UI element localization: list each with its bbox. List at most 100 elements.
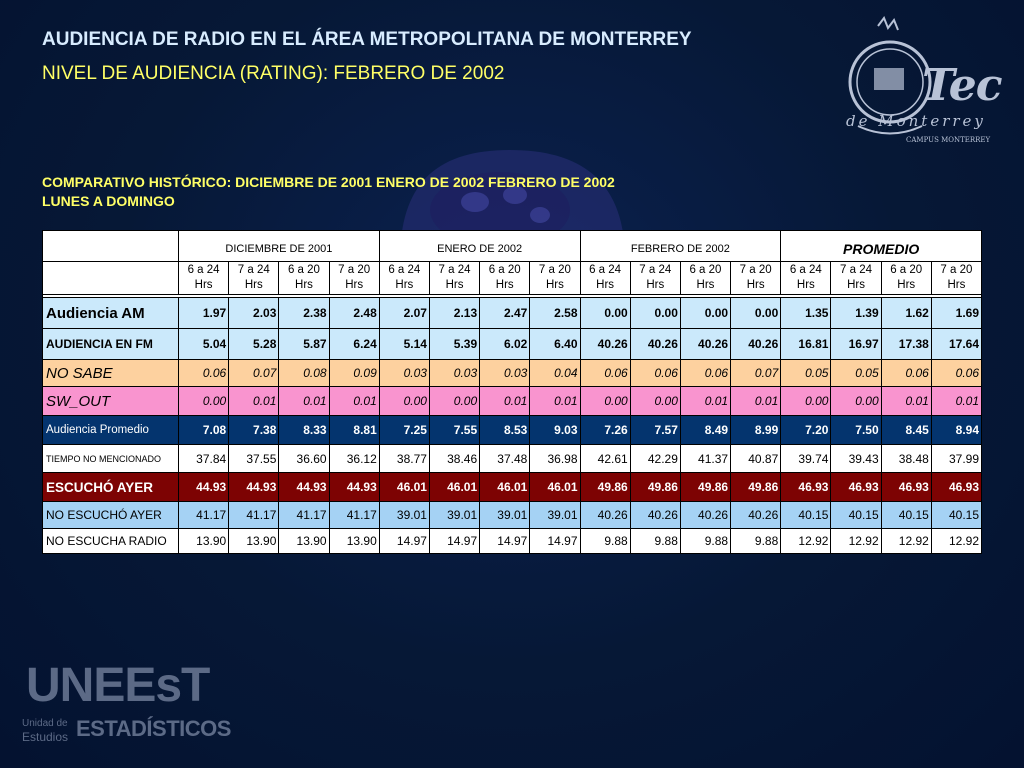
table-cell: 46.93: [781, 473, 831, 501]
header-blank-cell: [43, 231, 178, 261]
row-label: SW_OUT: [43, 387, 178, 415]
table-cell: 40.26: [680, 329, 731, 359]
column-header-unit: Hrs: [847, 279, 865, 291]
column-header-hours: 6 a 20: [890, 264, 923, 276]
column-header-cell: 6 a 20 Hrs: [680, 262, 731, 294]
table-cell: 41.17: [229, 502, 279, 528]
table-cell: 40.15: [881, 502, 931, 528]
table-row: SW_OUT 0.00 0.01 0.01 0.01 0.00 0.00 0.01 0.01 0.…: [43, 387, 981, 415]
table-cell: 44.93: [229, 473, 279, 501]
table-cell: 0.01: [731, 387, 781, 415]
uneest-logo-estudios: Estudios: [22, 730, 69, 744]
row-label: NO SABE: [43, 360, 178, 386]
table-cell: 8.49: [680, 416, 731, 444]
table-cell: 2.48: [329, 298, 379, 328]
table-cell: 39.01: [379, 502, 429, 528]
table-cell: 41.37: [680, 445, 731, 472]
table-cell: 1.39: [831, 298, 881, 328]
table-cell: 2.38: [279, 298, 329, 328]
table-cell: 41.17: [279, 502, 329, 528]
table-cell: 7.57: [630, 416, 680, 444]
table-cell: 37.55: [229, 445, 279, 472]
table-row: AUDIENCIA EN FM 5.04 5.28 5.87 6.24 5.14 5.39 6…: [43, 329, 981, 359]
table-cell: 49.86: [630, 473, 680, 501]
page-title: AUDIENCIA DE RADIO EN EL ÁREA METROPOLIT…: [42, 29, 692, 50]
section-title: COMPARATIVO HISTÓRICO: DICIEMBRE DE 2001…: [42, 174, 615, 190]
uneest-logo-estadisticos: ESTADÍSTICOS: [76, 716, 231, 741]
table-row: NO ESCUCHA RADIO 13.90 13.90 13.90 13.90 14.9…: [43, 529, 981, 553]
table-cell: 0.07: [731, 360, 781, 386]
column-header-unit: Hrs: [746, 279, 765, 291]
table-cell: 0.01: [881, 387, 931, 415]
column-header-cell: 6 a 20 Hrs: [279, 262, 329, 294]
table-cell: 7.20: [781, 416, 831, 444]
table-cell: 0.01: [680, 387, 731, 415]
header-blank-cell: [43, 262, 178, 294]
column-header-unit: Hrs: [646, 279, 665, 291]
table-cell: 44.93: [279, 473, 329, 501]
table-cell: 2.47: [480, 298, 530, 328]
row-label: Audiencia AM: [43, 298, 178, 328]
table-row: NO ESCUCHÓ AYER 41.17 41.17 41.17 41.17 39.01…: [43, 502, 981, 528]
column-header-row: 6 a 24 Hrs 7 a 24 Hrs 6 a 20 Hrs 7 a 20 Hrs 6 a …: [43, 262, 981, 294]
table-cell: 40.26: [680, 502, 731, 528]
table-cell: 0.00: [379, 387, 429, 415]
column-header-unit: Hrs: [696, 279, 715, 291]
column-header-unit: Hrs: [897, 279, 916, 291]
table-cell: 8.99: [731, 416, 781, 444]
table-cell: 40.15: [931, 502, 981, 528]
row-label: NO ESCUCHA RADIO: [43, 529, 178, 553]
column-header-cell: 6 a 24 Hrs: [179, 262, 229, 294]
table-cell: 0.01: [279, 387, 329, 415]
table-cell: 7.26: [580, 416, 630, 444]
table-row: NO SABE 0.06 0.07 0.08 0.09 0.03 0.03 0.03 0.04 0…: [43, 360, 981, 386]
table-cell: 5.39: [429, 329, 480, 359]
column-header-unit: Hrs: [295, 279, 313, 291]
column-header-unit: Hrs: [596, 279, 615, 291]
column-header-hours: 6 a 24: [589, 264, 622, 276]
table-cell: 2.03: [229, 298, 279, 328]
table-cell: 40.26: [731, 502, 781, 528]
table-cell: 12.92: [831, 529, 881, 553]
table-row: TIEMPO NO MENCIONADO 37.84 37.55 36.60 36.12…: [43, 445, 981, 472]
ratings-table: DICIEMBRE DE 2001 ENERO DE 2002 FEBRERO …: [42, 230, 982, 554]
table-cell: 0.06: [881, 360, 931, 386]
table-cell: 36.60: [279, 445, 329, 472]
table-cell: 0.01: [480, 387, 530, 415]
table-cell: 37.48: [480, 445, 530, 472]
table-cell: 49.86: [731, 473, 781, 501]
row-label: TIEMPO NO MENCIONADO: [43, 445, 178, 472]
table-cell: 13.90: [229, 529, 279, 553]
table-cell: 7.50: [831, 416, 881, 444]
column-header-unit: Hrs: [345, 279, 364, 291]
column-header-cell: 7 a 20 Hrs: [530, 262, 580, 294]
column-header-cell: 7 a 24 Hrs: [429, 262, 480, 294]
table-cell: 6.40: [530, 329, 580, 359]
table-cell: 8.45: [881, 416, 931, 444]
table-cell: 14.97: [530, 529, 580, 553]
ratings-table-container: DICIEMBRE DE 2001 ENERO DE 2002 FEBRERO …: [42, 230, 982, 554]
column-header-unit: Hrs: [947, 279, 966, 291]
table-cell: 46.93: [931, 473, 981, 501]
table-cell: 7.08: [179, 416, 229, 444]
column-header-unit: Hrs: [194, 279, 213, 291]
column-header-cell: 7 a 24 Hrs: [831, 262, 881, 294]
tec-logo-subtitle: de Monterrey: [846, 112, 986, 130]
table-cell: 37.99: [931, 445, 981, 472]
period-header-dec: DICIEMBRE DE 2001: [179, 231, 379, 261]
table-cell: 7.38: [229, 416, 279, 444]
table-cell: 0.01: [530, 387, 580, 415]
column-header-cell: 6 a 24 Hrs: [379, 262, 429, 294]
table-gap-cell: [43, 295, 981, 297]
column-header-unit: Hrs: [796, 279, 815, 291]
table-cell: 40.26: [630, 502, 680, 528]
table-cell: 0.00: [429, 387, 480, 415]
table-cell: 0.00: [630, 298, 680, 328]
table-cell: 39.74: [781, 445, 831, 472]
table-cell: 2.58: [530, 298, 580, 328]
table-row: Audiencia Promedio 7.08 7.38 8.33 8.81 7.25 7.…: [43, 416, 981, 444]
table-cell: 0.00: [630, 387, 680, 415]
table-cell: 0.05: [831, 360, 881, 386]
table-cell: 0.04: [530, 360, 580, 386]
table-cell: 13.90: [329, 529, 379, 553]
